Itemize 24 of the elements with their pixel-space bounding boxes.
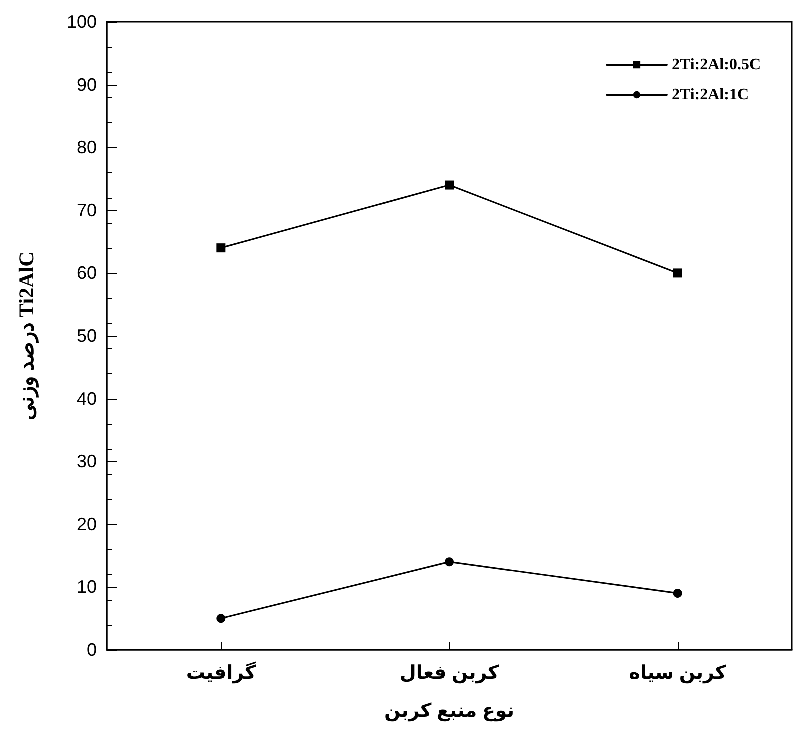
point xyxy=(216,244,226,253)
y-tick-label: 70 xyxy=(76,200,97,220)
y-axis-title: درصد وزنی Ti2AlC xyxy=(14,252,40,420)
y-tick-label: 50 xyxy=(76,326,97,346)
y-tick-label: 20 xyxy=(76,514,97,534)
y-tick-label: 90 xyxy=(76,74,97,95)
point xyxy=(673,268,682,278)
y-tick-label: 40 xyxy=(76,388,97,409)
point xyxy=(445,180,454,190)
x-axis-title: نوع منبع کربن xyxy=(384,701,514,722)
y-tick-label: 100 xyxy=(66,12,97,32)
point xyxy=(445,558,454,567)
y-tick-label: 10 xyxy=(76,577,97,598)
x-tick-label: گرافیت xyxy=(186,661,257,684)
point xyxy=(216,614,226,624)
y-tick-label: 80 xyxy=(76,138,97,158)
x-tick-label: کربن سیاه xyxy=(629,663,728,684)
x-tick-label: کربن فعال xyxy=(400,663,500,684)
legend-label: 2Ti:2Al:1C xyxy=(672,86,750,104)
y-tick-label: 30 xyxy=(76,452,97,472)
point xyxy=(673,588,682,598)
legend-label: 2Ti:2Al:0.5C xyxy=(672,56,762,74)
y-tick-label: 0 xyxy=(86,640,97,660)
y-tick-label: 60 xyxy=(76,263,97,284)
